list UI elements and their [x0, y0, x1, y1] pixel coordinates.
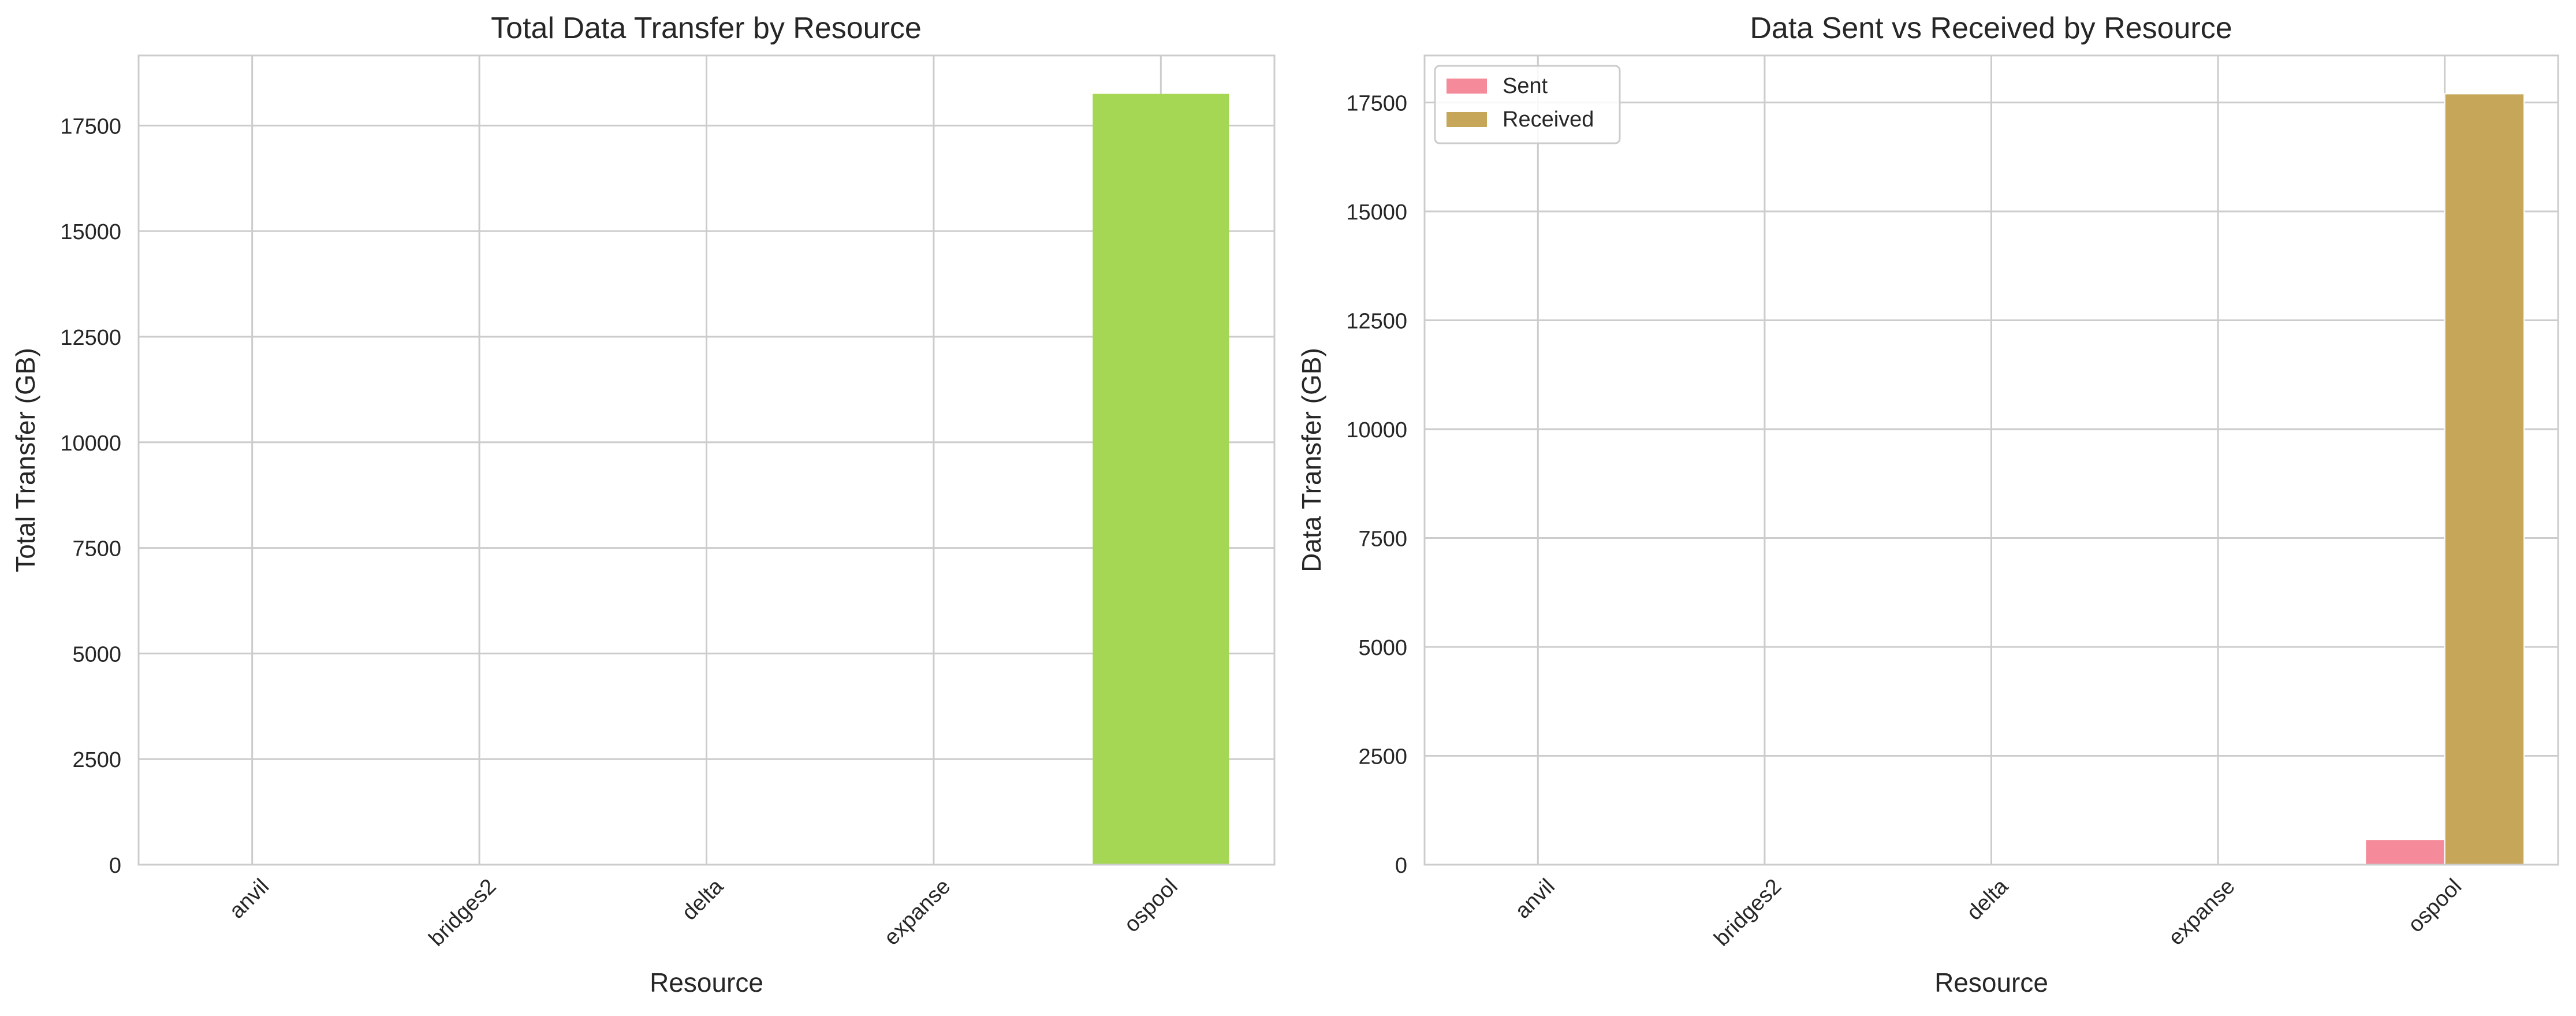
y-tick-label: 17500 — [60, 114, 121, 139]
x-tick-label: delta — [1962, 874, 2014, 925]
x-tick-label: anvil — [1511, 874, 1560, 924]
bar-sent-ospool — [2365, 839, 2445, 865]
y-tick-label: 10000 — [60, 431, 121, 456]
chart-title: Data Sent vs Received by Resource — [1750, 12, 2232, 45]
legend-label-received: Received — [1503, 107, 1594, 132]
legend-swatch-sent — [1447, 79, 1487, 94]
y-tick-label: 12500 — [60, 326, 121, 350]
y-axis-label: Total Transfer (GB) — [10, 348, 40, 572]
y-tick-label: 15000 — [1346, 200, 1407, 225]
chart-total-transfer: Total Data Transfer by Resource 0 2500 500… — [10, 12, 1276, 998]
y-tick-label: 5000 — [72, 642, 121, 667]
x-tick-label: bridges2 — [424, 874, 501, 951]
legend-label-sent: Sent — [1503, 74, 1548, 98]
y-tick-label: 5000 — [1358, 636, 1407, 660]
y-tick-label: 2500 — [1358, 745, 1407, 769]
legend-swatch-received — [1447, 112, 1487, 127]
y-tick-label: 2500 — [72, 748, 121, 772]
y-tick-label: 7500 — [1358, 527, 1407, 551]
y-tick-label: 0 — [109, 854, 121, 878]
x-axis-label: Resource — [650, 967, 763, 998]
chart-sent-vs-received: Data Sent vs Received by Resource 0 2500 5… — [1296, 12, 2559, 998]
x-tick-label: bridges2 — [1710, 874, 1787, 951]
x-tick-label: ospool — [2403, 874, 2466, 937]
chart-title: Total Data Transfer by Resource — [491, 12, 922, 45]
y-tick-label: 7500 — [72, 537, 121, 561]
y-axis-label: Data Transfer (GB) — [1296, 348, 1326, 572]
y-tick-label: 15000 — [60, 220, 121, 244]
axes-frame — [137, 54, 1276, 866]
y-tick-label: 0 — [1395, 854, 1407, 878]
x-tick-label: ospool — [1120, 874, 1183, 937]
y-tick-label: 17500 — [1346, 91, 1407, 116]
x-tick-label: expanse — [879, 874, 955, 950]
bar-received-ospool — [2444, 93, 2525, 865]
x-tick-label: expanse — [2164, 874, 2239, 950]
y-tick-label: 12500 — [1346, 309, 1407, 333]
x-tick-label: delta — [677, 874, 729, 925]
x-axis-label: Resource — [1934, 967, 2048, 998]
y-tick-label: 10000 — [1346, 418, 1407, 442]
axes-frame — [1423, 54, 2559, 866]
x-tick-label: anvil — [225, 874, 274, 924]
bar-ospool — [1093, 94, 1229, 865]
legend: Sent Received — [1434, 65, 1621, 144]
